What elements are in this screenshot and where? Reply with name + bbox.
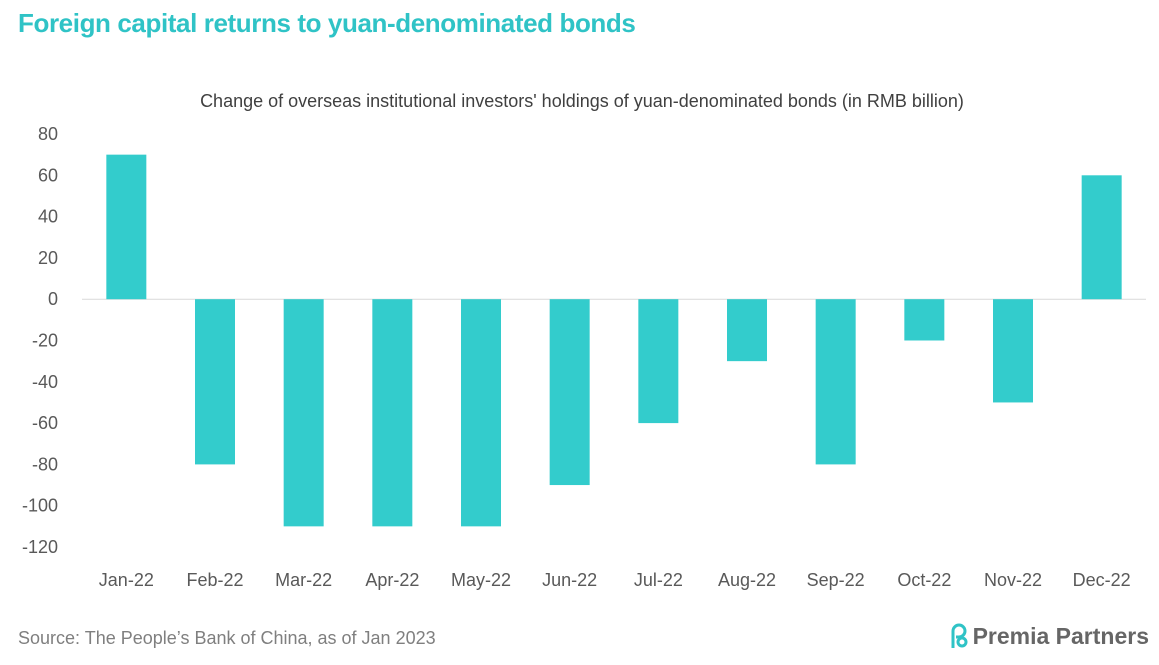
bar-sep-22 (815, 299, 856, 465)
x-axis: Jan-22 Feb-22 Mar-22 Apr-22 May-22 Jun-22 Jul-… (99, 570, 1131, 590)
y-tick-label: 0 (48, 289, 58, 309)
bar-feb-22 (195, 299, 235, 465)
y-tick-label: -120 (22, 537, 58, 557)
x-tick-label: Dec-22 (1073, 570, 1131, 590)
x-tick-label: Jan-22 (99, 570, 154, 590)
x-tick-label: May-22 (451, 570, 511, 590)
brand-name: Premia Partners (972, 622, 1149, 649)
y-tick-label: 60 (38, 165, 58, 185)
bars (106, 154, 1122, 527)
bar-jun-22 (549, 299, 590, 486)
x-tick-label: Oct-22 (897, 570, 951, 590)
y-tick-label: 80 (38, 124, 58, 144)
y-tick-label: -80 (32, 454, 58, 474)
y-tick-label: -20 (32, 331, 58, 351)
y-tick-label: -60 (32, 413, 58, 433)
bar-aug-22 (727, 299, 767, 362)
y-tick-label: -40 (32, 372, 58, 392)
source-note: Source: The People’s Bank of China, as o… (18, 628, 436, 648)
premia-logo-icon (951, 623, 968, 648)
x-tick-label: Jul-22 (634, 570, 683, 590)
bar-nov-22 (993, 299, 1033, 403)
bar-may-22 (461, 299, 501, 527)
chart-title: Change of overseas institutional investo… (200, 91, 964, 111)
x-tick-label: Mar-22 (275, 570, 332, 590)
bar-mar-22 (283, 299, 324, 527)
brand-logo: Premia Partners (947, 622, 1149, 650)
page-title: Foreign capital returns to yuan-denomina… (18, 8, 636, 38)
x-tick-label: Nov-22 (984, 570, 1042, 590)
y-axis: 80 60 40 20 0 -20 -40 -60 -80 -100 -120 (22, 124, 58, 557)
y-tick-label: 20 (38, 248, 58, 268)
y-tick-label: -100 (22, 496, 58, 516)
bar-apr-22 (372, 299, 413, 527)
bar-dec-22 (1081, 175, 1122, 300)
x-tick-label: Sep-22 (807, 570, 865, 590)
x-tick-label: Feb-22 (186, 570, 243, 590)
bar-jul-22 (638, 299, 679, 424)
x-tick-label: Jun-22 (542, 570, 597, 590)
bar-jan-22 (106, 154, 147, 300)
bar-oct-22 (904, 299, 945, 341)
x-tick-label: Apr-22 (365, 570, 419, 590)
y-tick-label: 40 (38, 207, 58, 227)
x-tick-label: Aug-22 (718, 570, 776, 590)
